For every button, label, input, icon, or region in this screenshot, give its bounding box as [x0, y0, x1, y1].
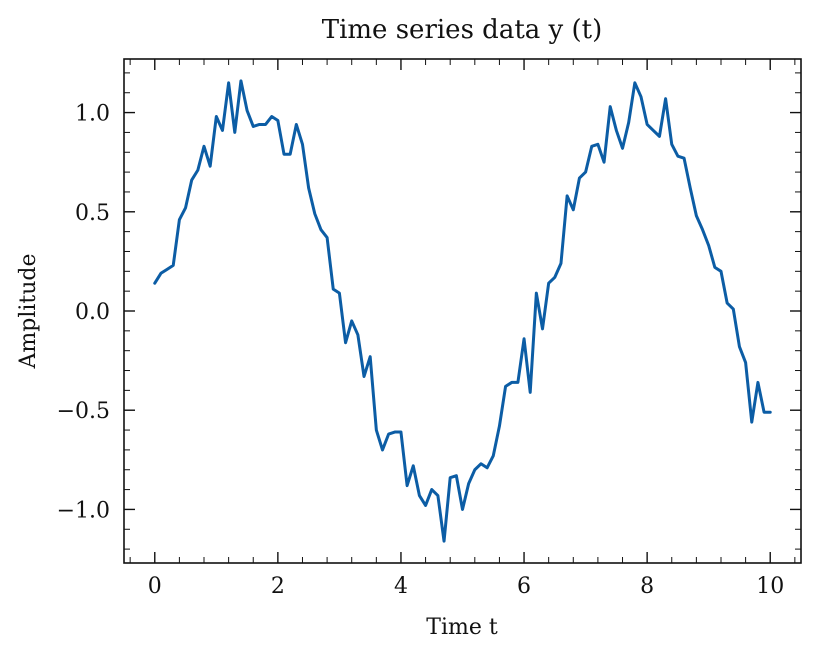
axis-labels: 0 2 4 6 8 10 1.0 0.5 0.0 −0.5 −1.0 — [57, 102, 785, 599]
axis-ticks — [124, 59, 801, 563]
x-tick-label: 2 — [271, 574, 285, 599]
y-axis-title: Amplitude — [16, 253, 41, 369]
y-tick-label: −0.5 — [57, 399, 110, 424]
x-tick-label: 8 — [640, 574, 654, 599]
y-tick-label: 1.0 — [75, 102, 110, 127]
x-axis-title: Time t — [426, 615, 498, 640]
x-tick-label: 10 — [756, 574, 784, 599]
plot-frame — [123, 58, 802, 564]
y-tick-label: −1.0 — [57, 498, 110, 523]
y-tick-label: 0.5 — [75, 201, 110, 226]
plot-area — [123, 58, 802, 564]
x-tick-label: 6 — [517, 574, 531, 599]
chart-title: Time series data y (t) — [322, 15, 602, 45]
x-tick-label: 4 — [394, 574, 408, 599]
x-tick-label: 0 — [148, 574, 162, 599]
y-tick-label: 0.0 — [75, 300, 110, 325]
series-line — [153, 79, 772, 543]
